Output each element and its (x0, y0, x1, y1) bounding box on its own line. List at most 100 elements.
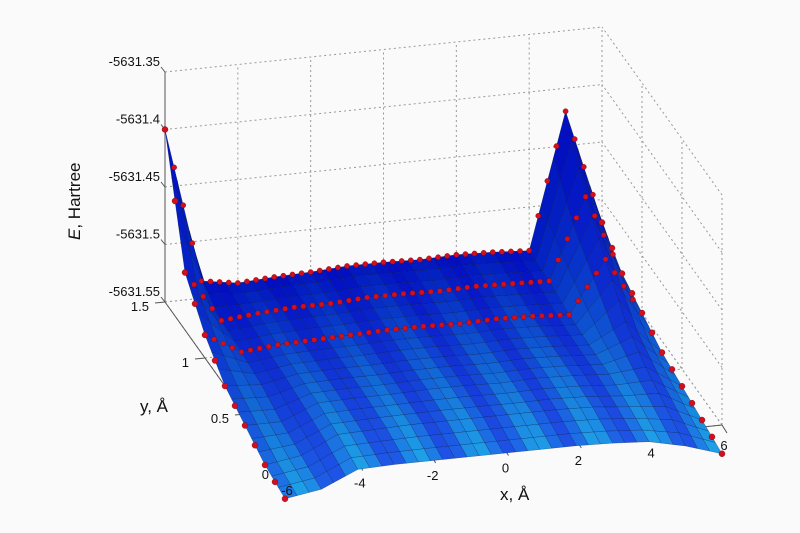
data-marker (316, 267, 323, 274)
data-marker (171, 164, 177, 171)
z-tick (160, 296, 166, 303)
data-marker (238, 349, 245, 355)
data-marker (229, 344, 236, 351)
data-marker (608, 244, 616, 252)
data-marker (307, 269, 314, 275)
data-marker (457, 320, 463, 327)
data-marker (678, 383, 686, 390)
data-marker (209, 305, 216, 312)
data-marker (493, 315, 500, 322)
data-marker (544, 178, 551, 184)
data-marker (418, 289, 425, 296)
data-marker (338, 333, 345, 339)
data-marker (235, 280, 241, 286)
y-axis-label: y, Å (140, 397, 169, 416)
data-marker (548, 312, 554, 319)
data-marker (584, 284, 591, 290)
data-marker (255, 310, 261, 317)
x-tick-label: -2 (427, 468, 439, 483)
data-marker (555, 257, 562, 263)
data-marker (282, 305, 288, 312)
data-marker (298, 270, 305, 277)
z-tick (160, 66, 166, 73)
data-marker (346, 297, 352, 304)
side-wall-grid-line (601, 84, 723, 253)
data-marker (489, 249, 496, 255)
data-marker (429, 322, 436, 329)
data-marker (347, 332, 354, 338)
data-marker (582, 193, 589, 200)
data-marker (318, 301, 325, 308)
data-marker (382, 292, 389, 299)
data-marker (630, 296, 636, 303)
data-marker (448, 321, 454, 328)
data-marker (161, 126, 169, 133)
data-marker (241, 422, 249, 429)
data-marker (218, 317, 225, 324)
data-marker (502, 315, 509, 321)
back-wall-grid-line (164, 26, 603, 73)
data-marker (590, 191, 596, 198)
data-marker (593, 270, 600, 276)
data-marker (284, 340, 290, 347)
x-tick-label: 6 (720, 438, 727, 453)
data-marker (658, 349, 666, 356)
data-marker (309, 302, 316, 309)
data-marker (539, 313, 545, 319)
data-marker (428, 288, 434, 295)
data-marker (698, 416, 706, 424)
data-marker (402, 325, 409, 331)
data-marker (327, 300, 334, 307)
data-marker (638, 309, 646, 317)
data-marker (384, 327, 390, 333)
data-marker (191, 281, 197, 288)
data-marker (482, 282, 489, 289)
data-marker (553, 143, 560, 149)
data-marker (236, 314, 243, 320)
data-marker (462, 251, 469, 257)
z-tick-label: -5631.55 (109, 284, 160, 299)
data-marker (435, 254, 441, 261)
data-marker (537, 278, 543, 285)
data-marker (566, 311, 572, 318)
data-marker (201, 331, 209, 339)
data-marker (446, 287, 452, 293)
data-marker (216, 279, 223, 285)
data-marker (575, 298, 582, 304)
data-marker (546, 278, 552, 284)
data-marker (247, 347, 254, 353)
side-wall-grid-line (601, 26, 723, 196)
data-marker (591, 213, 598, 219)
y-tick (194, 357, 206, 360)
data-marker (355, 296, 361, 302)
y-tick-label: 0.5 (211, 411, 229, 426)
data-marker (455, 285, 461, 292)
data-marker (400, 290, 407, 297)
data-marker (471, 250, 478, 257)
data-marker (189, 240, 196, 246)
data-marker (420, 323, 427, 330)
data-marker (220, 340, 227, 347)
data-marker (526, 247, 532, 254)
data-marker (438, 322, 445, 328)
data-marker (466, 319, 472, 326)
data-marker (356, 330, 363, 337)
data-marker (336, 299, 343, 305)
data-marker (207, 278, 214, 285)
data-marker (708, 433, 716, 441)
data-marker (264, 308, 270, 315)
data-marker (291, 304, 298, 311)
data-marker (181, 269, 189, 276)
data-marker (251, 442, 259, 449)
data-marker (335, 264, 341, 271)
z-axis-label-symbol: E (65, 228, 84, 240)
x-tick-label: 0 (502, 461, 509, 476)
data-marker (200, 293, 207, 300)
data-marker (464, 284, 471, 291)
data-markers (161, 108, 726, 502)
data-marker (227, 315, 234, 322)
data-marker (271, 274, 278, 280)
data-marker (628, 290, 636, 297)
x-axis-label: x, Å (500, 485, 530, 504)
